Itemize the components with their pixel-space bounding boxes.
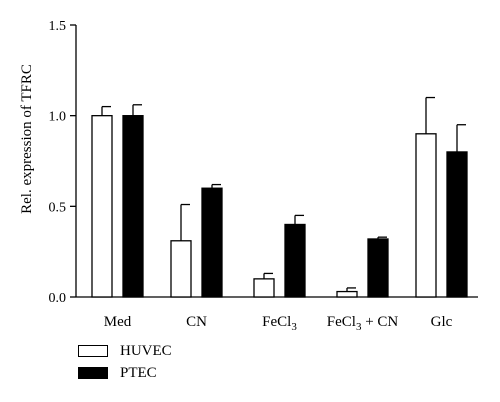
y-tick-label: 1.5: [49, 19, 67, 34]
bar-huvec: [91, 115, 113, 298]
legend-swatch-ptec: [78, 367, 108, 379]
legend: HUVEC PTEC: [78, 340, 172, 384]
x-tick-label: Med: [104, 314, 132, 330]
x-tick-label: FeCl3 + CN: [327, 314, 399, 333]
bar-huvec: [336, 290, 358, 298]
legend-item-huvec: HUVEC: [78, 340, 172, 362]
x-tick-label: Glc: [431, 314, 453, 330]
bar-ptec: [446, 151, 468, 298]
legend-label-ptec: PTEC: [120, 364, 157, 381]
x-tick-label: FeCl3: [262, 314, 297, 333]
bar-ptec: [201, 187, 223, 298]
bar-ptec: [122, 115, 144, 298]
legend-swatch-huvec: [78, 345, 108, 357]
legend-item-ptec: PTEC: [78, 362, 172, 384]
y-tick-label: 1.0: [49, 110, 67, 125]
y-axis-label: Rel. expression of TFRC: [19, 64, 35, 214]
y-tick-label: 0.5: [49, 200, 67, 215]
x-tick-label: CN: [186, 314, 207, 330]
bar-huvec: [415, 133, 437, 298]
y-tick-label: 0.0: [49, 291, 67, 306]
legend-label-huvec: HUVEC: [120, 342, 172, 359]
bar-huvec: [170, 240, 192, 298]
bar-ptec: [367, 238, 389, 298]
bar-huvec: [253, 278, 275, 298]
bar-ptec: [284, 223, 306, 298]
